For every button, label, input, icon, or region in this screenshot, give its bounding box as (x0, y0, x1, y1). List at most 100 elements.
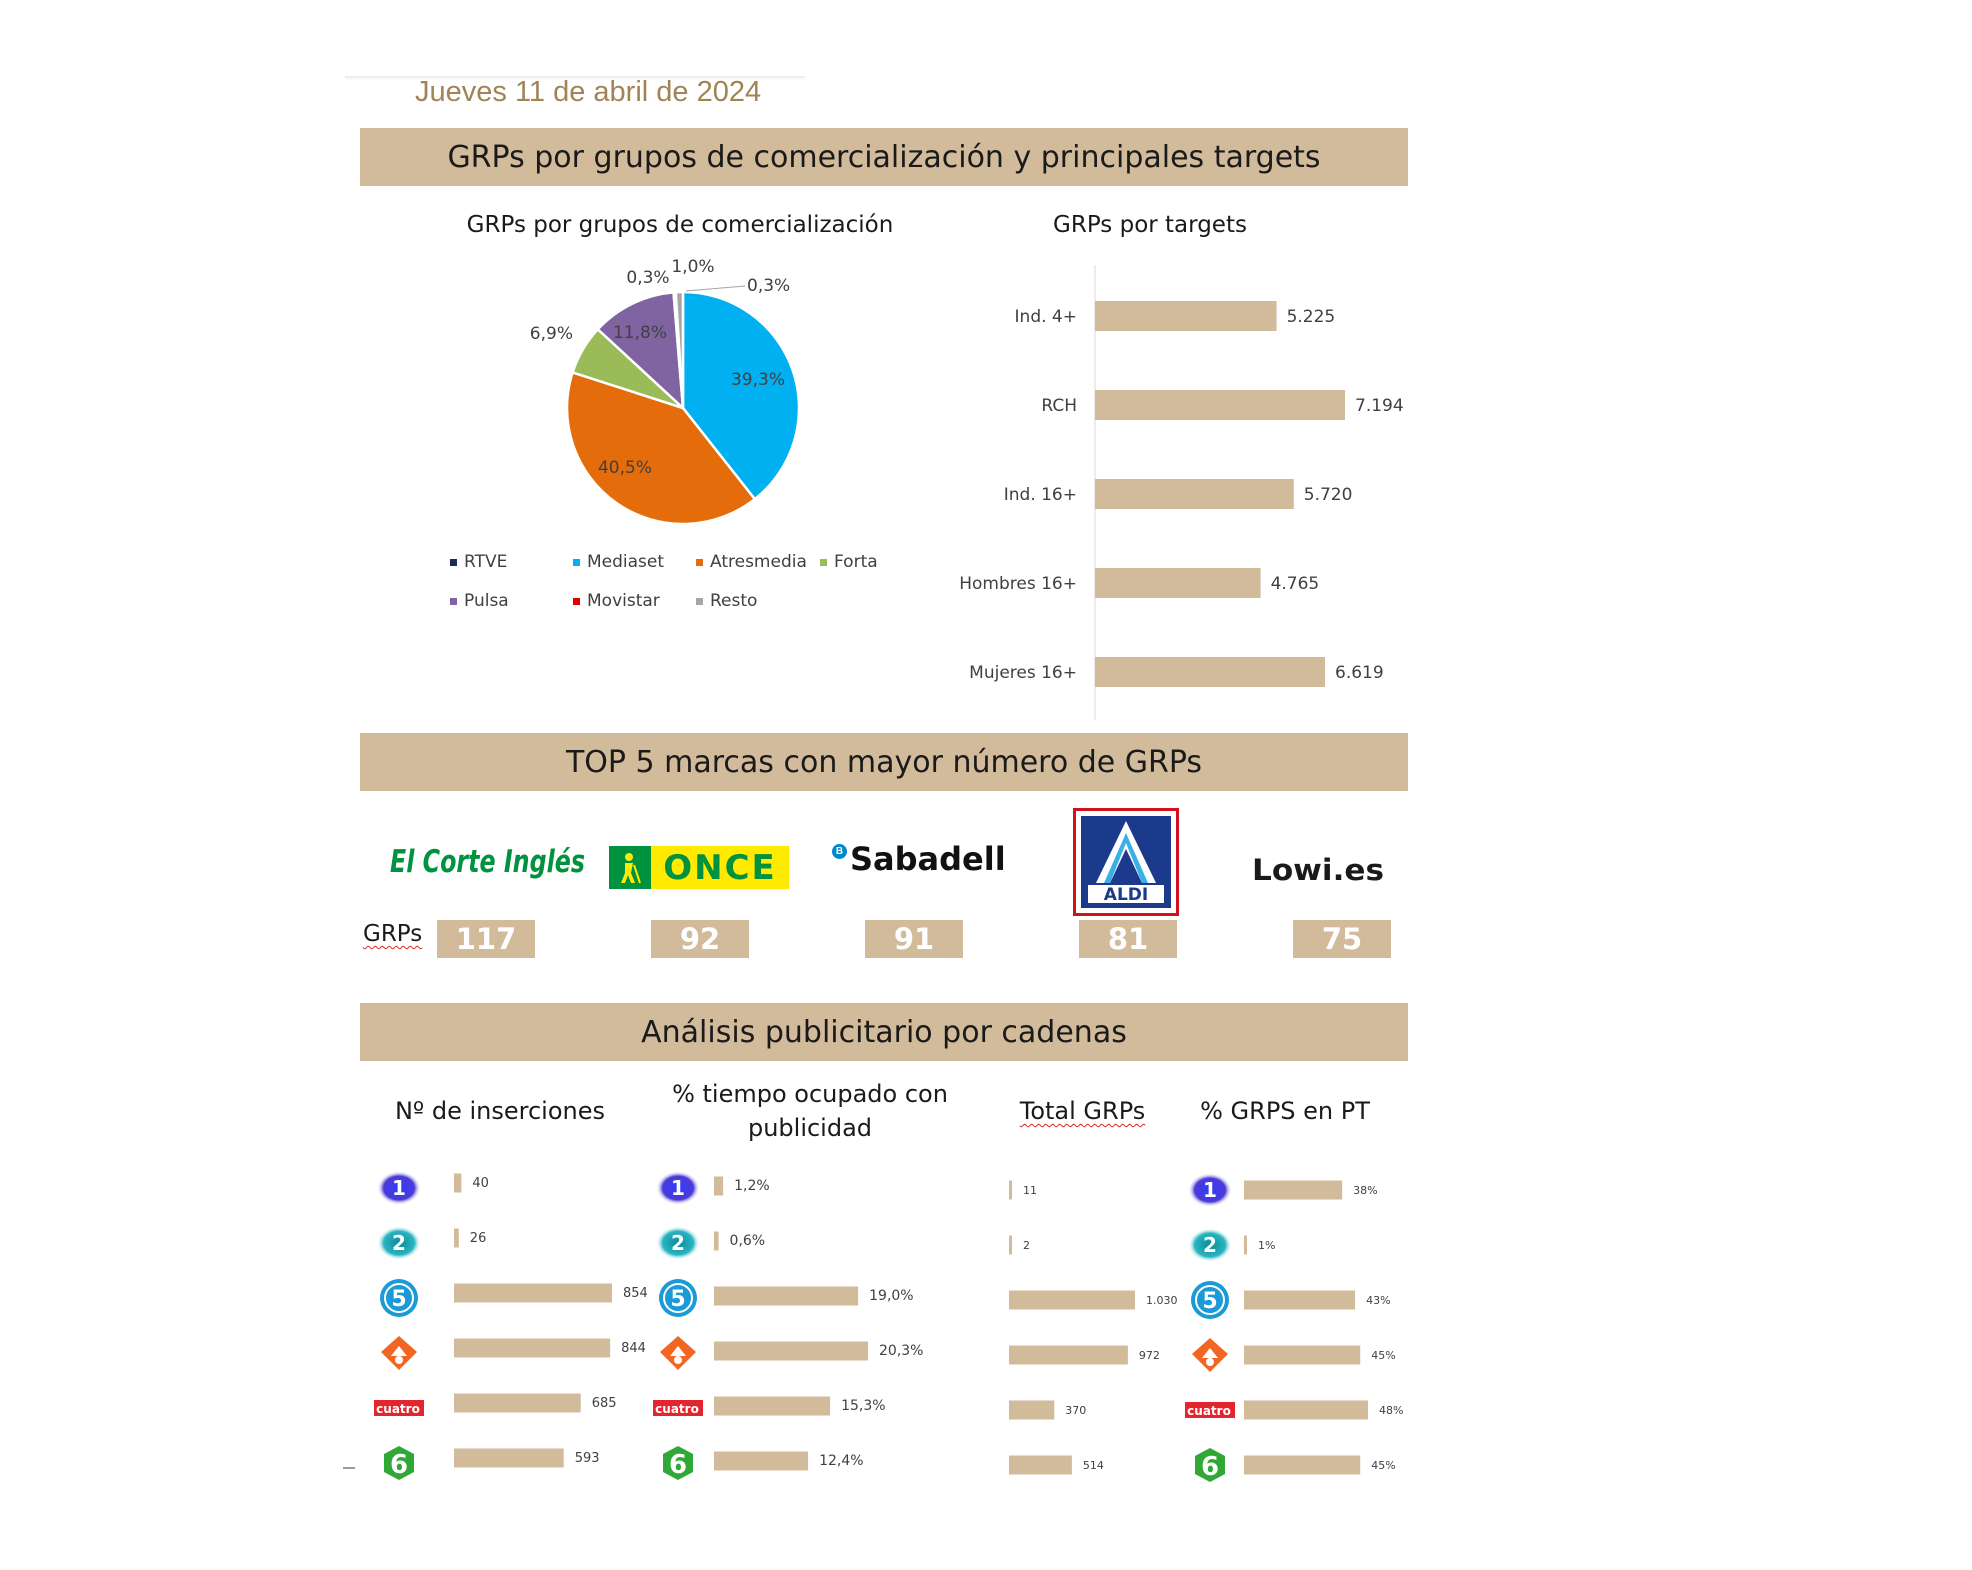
time-pct-value-label: 12,4% (819, 1453, 863, 1469)
time-pct-value-label: 20,3% (879, 1343, 923, 1359)
date-divider (345, 76, 805, 80)
insertions-value-label: 40 (472, 1176, 489, 1191)
svg-text:6: 6 (1201, 1452, 1219, 1482)
pie-label-atresmedia: 40,5% (598, 458, 652, 478)
time-pct-value-label: 1,2% (734, 1178, 770, 1194)
total-grps-value-label: 370 (1065, 1404, 1086, 1417)
legend-item-rtve: RTVE (450, 552, 507, 572)
time-pct-bar (714, 1231, 719, 1251)
elcorteingles-logo-art: El Corte Inglés (390, 844, 585, 880)
la1-icon: 1 (372, 1168, 426, 1208)
lowi-logo-art: Lowi.es (1252, 853, 1384, 887)
svg-text:2: 2 (1203, 1233, 1217, 1257)
total-grps-bar (1009, 1345, 1128, 1365)
insertions-bar (454, 1393, 581, 1413)
la1-icon: 1 (651, 1168, 705, 1208)
pie-slice-pulsa (596, 291, 685, 412)
total-grps-bar (1009, 1400, 1055, 1420)
pie-slice-mediaset (681, 290, 801, 501)
once-logo-text: ONCE (663, 847, 777, 888)
section-banner-channels: Análisis publicitario por cadenas (360, 1003, 1408, 1061)
targets-bar (1095, 568, 1261, 598)
legend-swatch (450, 558, 457, 566)
corner-mark (343, 1467, 355, 1469)
insertions-header: Nº de inserciones (394, 1097, 606, 1125)
pt-pct-value-label: 43% (1366, 1294, 1390, 1307)
total-grps-value-label: 1.030 (1146, 1294, 1178, 1307)
legend-item-mediaset: Mediaset (573, 552, 664, 572)
la1-icon: 1 (1183, 1170, 1237, 1210)
targets-value-label: 7.194 (1355, 396, 1404, 416)
total-grps-value-label: 2 (1023, 1239, 1030, 1252)
brand-grps-value-once: 92 (651, 920, 749, 958)
telecinco-icon: 5 (651, 1278, 705, 1318)
telecinco-icon: 5 (1183, 1280, 1237, 1320)
targets-bar (1095, 301, 1277, 331)
pie-slice-atresmedia (565, 370, 757, 526)
sabadell-logo-text: Sabadell (850, 840, 1006, 878)
aldi-logo-text: ALDI (1104, 885, 1148, 905)
lowi-logo-text: Lowi.es (1252, 853, 1384, 887)
pt-pct-bar (1244, 1455, 1361, 1475)
targets-value-label: 4.765 (1271, 574, 1320, 594)
legend-swatch (573, 558, 580, 566)
legend-label: Resto (710, 591, 758, 611)
svg-text:1: 1 (671, 1176, 685, 1200)
targets-category-label: Hombres 16+ (959, 574, 1077, 594)
time-pct-value-label: 0,6% (730, 1233, 766, 1249)
legend-swatch (450, 597, 457, 605)
pt-pct-value-label: 1% (1258, 1239, 1275, 1252)
pt-pct-bar-chart: 38% 1% 43% 45% 48% 45% (1244, 1180, 1403, 1475)
legend-label: Forta (834, 552, 878, 572)
pt-pct-value-label: 45% (1371, 1349, 1395, 1362)
cuatro-icon: cuatro (372, 1388, 426, 1428)
insertions-bar (454, 1448, 564, 1468)
time-pct-value-label: 15,3% (841, 1398, 885, 1414)
total-grps-value-label: 11 (1023, 1184, 1037, 1197)
pie-legend: RTVE Mediaset Atresmedia Forta Pulsa Movistar… (450, 552, 920, 622)
total-grps-bar (1009, 1455, 1072, 1475)
insertions-bar-chart: 40 26 854 844 685 593 (454, 1173, 648, 1468)
section-banner-top5: TOP 5 marcas con mayor número de GRPs (360, 733, 1408, 791)
aldi-logo: ALDI (1073, 808, 1179, 916)
section-banner-top5-text: TOP 5 marcas con mayor número de GRPs (565, 744, 1203, 780)
pt-pct-bar (1244, 1400, 1368, 1420)
section-banner-channels-text: Análisis publicitario por cadenas (641, 1014, 1127, 1050)
elcorteingles-logo: El Corte Inglés (388, 832, 588, 892)
pie-chart-title: GRPs por grupos de comercialización (466, 212, 894, 238)
pt-pct-bar (1244, 1235, 1247, 1255)
total-grps-bar (1009, 1290, 1135, 1310)
insertions-value-label: 26 (470, 1231, 487, 1246)
pt-pct-bar (1244, 1290, 1356, 1310)
pt-pct-bar (1244, 1345, 1361, 1365)
once-logo: ONCE (609, 846, 789, 889)
total-grps-bar (1009, 1235, 1012, 1255)
insertions-value-label: 685 (592, 1396, 617, 1411)
brand-grps-value-aldi: 81 (1079, 920, 1177, 958)
targets-category-label: Mujeres 16+ (969, 663, 1077, 683)
sabadell-logo: B Sabadell (832, 838, 1012, 888)
svg-text:2: 2 (671, 1231, 685, 1255)
total-grps-header-text: Total GRPs (1019, 1097, 1146, 1125)
svg-text:6: 6 (390, 1450, 408, 1480)
antena3-icon (1183, 1335, 1237, 1375)
pie-label-movistar: 0,3% (626, 268, 669, 288)
targets-bar (1095, 657, 1326, 687)
time-pct-bar (714, 1176, 724, 1196)
pie-chart: 39,3%40,5%6,9% 11,8%0,3%1,0%0,3% (530, 257, 801, 526)
time-pct-bar (714, 1341, 868, 1361)
elcorteingles-logo-text: El Corte Inglés (390, 844, 585, 880)
total-grps-header: Total GRPs (1000, 1094, 1165, 1128)
cuatro-icon: cuatro (651, 1388, 705, 1428)
legend-swatch (573, 597, 580, 605)
targets-value-label: 5.720 (1304, 485, 1353, 505)
targets-value-label: 6.619 (1335, 663, 1384, 683)
legend-label: Mediaset (587, 552, 665, 572)
brand-grps-label: GRPs (363, 921, 423, 947)
targets-bar-chart: Ind. 4+ 5.225 RCH 7.194 Ind. 16+ 5.720 Hombres… (959, 265, 1404, 720)
la2-icon: 2 (372, 1223, 426, 1263)
legend-label: Movistar (587, 591, 660, 611)
antena3-icon (372, 1333, 426, 1373)
section-banner-grps-text: GRPs por grupos de comercialización y pr… (447, 139, 1321, 175)
insertions-value-label: 593 (575, 1451, 600, 1466)
